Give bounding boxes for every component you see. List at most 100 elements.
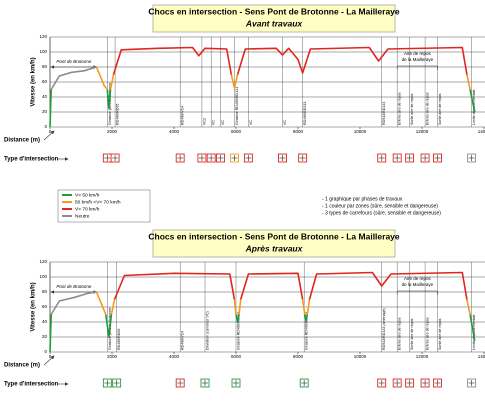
intersection-label: RD490/RD65 <box>117 329 121 350</box>
intersection-label: Déviation (carrefour VC) <box>205 311 209 350</box>
x-tick-label: 8000 <box>293 354 304 359</box>
y-axis-label: Vitesse (en km/h) <box>31 57 37 106</box>
x-tick-label: 2000 <box>107 129 118 134</box>
intersection-label: RD913/RD143 <box>382 102 386 125</box>
intersection-label: RD490/VC4 <box>181 331 185 350</box>
x-tick-label: 8000 <box>293 129 304 134</box>
x-axis-arrow <box>43 355 55 366</box>
title-box <box>152 229 396 258</box>
y-tick-label: 60 <box>42 304 48 309</box>
y-tick-label: 120 <box>39 34 47 39</box>
bridge-label: Pont de Brotonne <box>56 284 92 289</box>
x-axis-label: Distance (m) <box>4 363 40 369</box>
intersection-label: Sortie aire de repos <box>410 318 414 350</box>
intersection-label: Entrée aire de repos <box>426 92 430 125</box>
intersection-icon-road <box>394 380 401 386</box>
speed-line <box>113 271 468 300</box>
intersection-icon-road <box>279 155 286 161</box>
intersection-icon-road <box>468 155 475 161</box>
intersection-icon-road <box>434 155 441 161</box>
speed-line <box>50 291 97 315</box>
intersection-icon-road <box>406 155 413 161</box>
chart-subtitle: Avant travaux <box>245 18 303 28</box>
intersection-label: Giratoire RD490/RD131 <box>236 312 240 350</box>
intersection-icon-road <box>177 155 184 161</box>
y-tick-label: 100 <box>39 49 47 54</box>
x-tick-label: 0 <box>49 354 52 359</box>
x-tick-label: 14000 <box>478 354 485 359</box>
intersection-label: Entrée aire de repos <box>398 317 402 350</box>
intersection-label: Limite départementale <box>472 314 476 350</box>
x-axis-label: Distance (m) <box>4 138 40 144</box>
chart-title: Chocs en intersection - Sens Pont de Bro… <box>148 6 400 16</box>
intersection-icon-road <box>434 380 441 386</box>
intersection-label: VC2 <box>202 118 206 125</box>
speed-line <box>95 291 471 315</box>
x-tick-label: 0 <box>49 129 52 134</box>
intersection-icon-road <box>104 380 111 386</box>
intersection-label: RD490/RD65 <box>116 104 120 125</box>
y-tick-label: 0 <box>44 349 47 354</box>
y-tick-label: 120 <box>39 259 47 264</box>
legend-label: 50 km/h <V< 70 km/h <box>75 199 121 205</box>
speed-line <box>49 89 476 128</box>
y-tick-label: 80 <box>42 289 48 294</box>
note: - 3 types de carrefours (sûre, sensible … <box>322 210 441 216</box>
y-tick-label: 100 <box>39 274 47 279</box>
intersection-icon-road <box>422 155 429 161</box>
intersection-icon-road <box>208 155 215 161</box>
intersection-label: Entrée aire de repos <box>398 92 402 125</box>
legend-label: V> 70 km/h <box>75 206 100 212</box>
intersection-label: Sortie aire de repos <box>438 93 442 125</box>
intersection-type-label: Type d'intersection <box>4 382 59 388</box>
intersection-icon-road <box>231 155 238 161</box>
intersection-icon-road <box>299 155 306 161</box>
intersection-icon-road <box>301 380 308 386</box>
intersection-icon-road <box>394 155 401 161</box>
note: - 1 graphique par phases de travaux <box>322 196 403 202</box>
speed-line <box>112 46 468 75</box>
x-tick-label: 4000 <box>169 354 180 359</box>
intersection-icon-road <box>112 155 119 161</box>
intersection-label: Giratoire RD490/RD313 <box>305 312 309 350</box>
x-tick-label: 6000 <box>231 354 242 359</box>
speed-line <box>50 66 97 90</box>
rest-area-bracket <box>396 290 438 295</box>
rest-area-label: de la Mailleraye <box>402 57 434 62</box>
intersection-icon-road <box>198 155 205 161</box>
intersection-label: RD490/RD313 <box>303 102 307 125</box>
y-tick-label: 0 <box>44 124 47 129</box>
rest-area-bracket <box>396 65 438 70</box>
intersection-label: Giratoire RD490/RD131 <box>235 87 239 125</box>
y-tick-label: 80 <box>42 64 48 69</box>
rest-area-label: Aire de repos <box>404 276 432 281</box>
intersection-icon-road <box>177 380 184 386</box>
intersection-icon-road <box>378 155 385 161</box>
chart-subtitle: Après travaux <box>245 243 304 253</box>
intersection-icon-road <box>422 380 429 386</box>
x-tick-label: 10000 <box>354 129 367 134</box>
intersection-icon-road <box>217 155 224 161</box>
intersection-label: VC <box>212 120 216 125</box>
intersection-label: VC <box>221 120 225 125</box>
x-tick-label: 2000 <box>107 354 118 359</box>
x-tick-label: 4000 <box>169 129 180 134</box>
intersection-label: VC <box>283 120 287 125</box>
intersection-icon-road <box>233 380 239 386</box>
y-tick-label: 60 <box>42 79 48 84</box>
speed-line <box>95 66 471 91</box>
y-tick-label: 20 <box>42 109 48 114</box>
title-box <box>152 4 396 33</box>
x-tick-label: 14000 <box>478 129 485 134</box>
intersection-icon-road <box>468 380 475 386</box>
y-tick-label: 40 <box>42 94 48 99</box>
intersection-icon-road <box>406 380 413 386</box>
y-tick-label: 40 <box>42 319 48 324</box>
intersection-label: VC <box>249 120 253 125</box>
intersection-label: RD490/VC4 <box>181 106 185 125</box>
speed-line <box>49 314 476 353</box>
y-tick-label: 20 <box>42 334 48 339</box>
x-tick-label: 12000 <box>416 354 429 359</box>
x-tick-label: 6000 <box>231 129 242 134</box>
